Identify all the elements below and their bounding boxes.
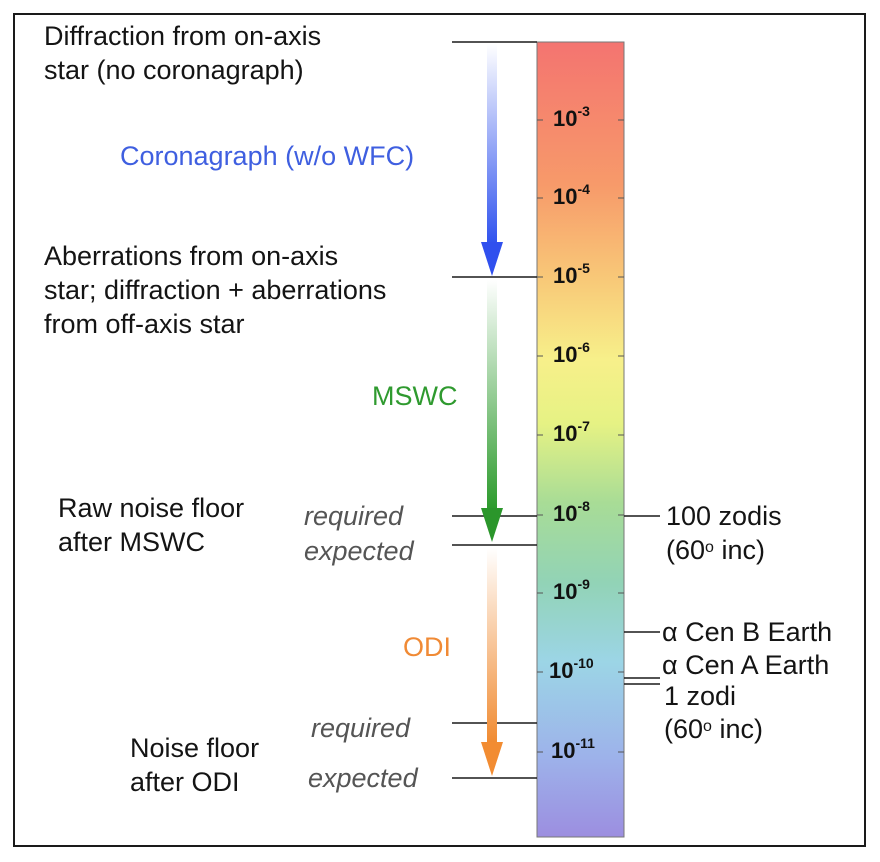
tick-label: 10-8 bbox=[553, 498, 590, 526]
cen-b-earth-label: α Cen B Earth bbox=[662, 617, 833, 647]
tick-label: 10-6 bbox=[553, 339, 590, 367]
tick-label: 10-5 bbox=[553, 260, 590, 288]
right-leader-lines bbox=[624, 515, 660, 685]
mswc-arrow bbox=[481, 280, 503, 542]
noise-floor-label-line1: Noise floor bbox=[130, 733, 260, 763]
tick-label: 10-9 bbox=[553, 576, 590, 604]
zodis-100-label-line2: (60o inc) bbox=[666, 535, 765, 565]
required-label-mswc: required bbox=[304, 501, 404, 531]
zodis-100-label-line1: 100 zodis bbox=[666, 501, 782, 531]
raw-noise-label-line2: after MSWC bbox=[58, 527, 206, 557]
tick-label: 10-11 bbox=[551, 735, 595, 763]
aberrations-label-line2: star; diffraction + aberrations bbox=[44, 275, 387, 305]
tick-label: 10-4 bbox=[553, 181, 590, 209]
scale-ticks bbox=[537, 119, 624, 753]
odi-arrow bbox=[481, 548, 503, 776]
raw-noise-label-line1: Raw noise floor bbox=[58, 493, 245, 523]
coronagraph-arrow bbox=[481, 44, 503, 276]
tick-label: 10-3 bbox=[553, 103, 590, 131]
expected-label-odi: expected bbox=[308, 763, 418, 793]
aberrations-label-line1: Aberrations from on-axis bbox=[44, 241, 339, 271]
required-label-odi: required bbox=[311, 713, 411, 743]
noise-floor-label-line2: after ODI bbox=[130, 767, 240, 797]
tick-label: 10-7 bbox=[553, 418, 590, 446]
zodi-1-label-line1: 1 zodi bbox=[664, 681, 737, 711]
mswc-label: MSWC bbox=[372, 381, 458, 411]
odi-label: ODI bbox=[403, 632, 452, 662]
coronagraph-label: Coronagraph (w/o WFC) bbox=[120, 141, 415, 171]
expected-label-mswc: expected bbox=[304, 536, 414, 566]
zodi-1-label-line2: (60o inc) bbox=[664, 714, 763, 744]
diffraction-label-line1: Diffraction from on-axis bbox=[44, 21, 322, 51]
cen-a-earth-label: α Cen A Earth bbox=[662, 650, 830, 680]
aberrations-label-line3: from off-axis star bbox=[44, 309, 245, 339]
diffraction-label-line2: star (no coronagraph) bbox=[44, 55, 304, 85]
scale-bar bbox=[536, 41, 625, 838]
tick-label: 10-10 bbox=[549, 655, 594, 683]
figure-frame bbox=[13, 13, 866, 847]
